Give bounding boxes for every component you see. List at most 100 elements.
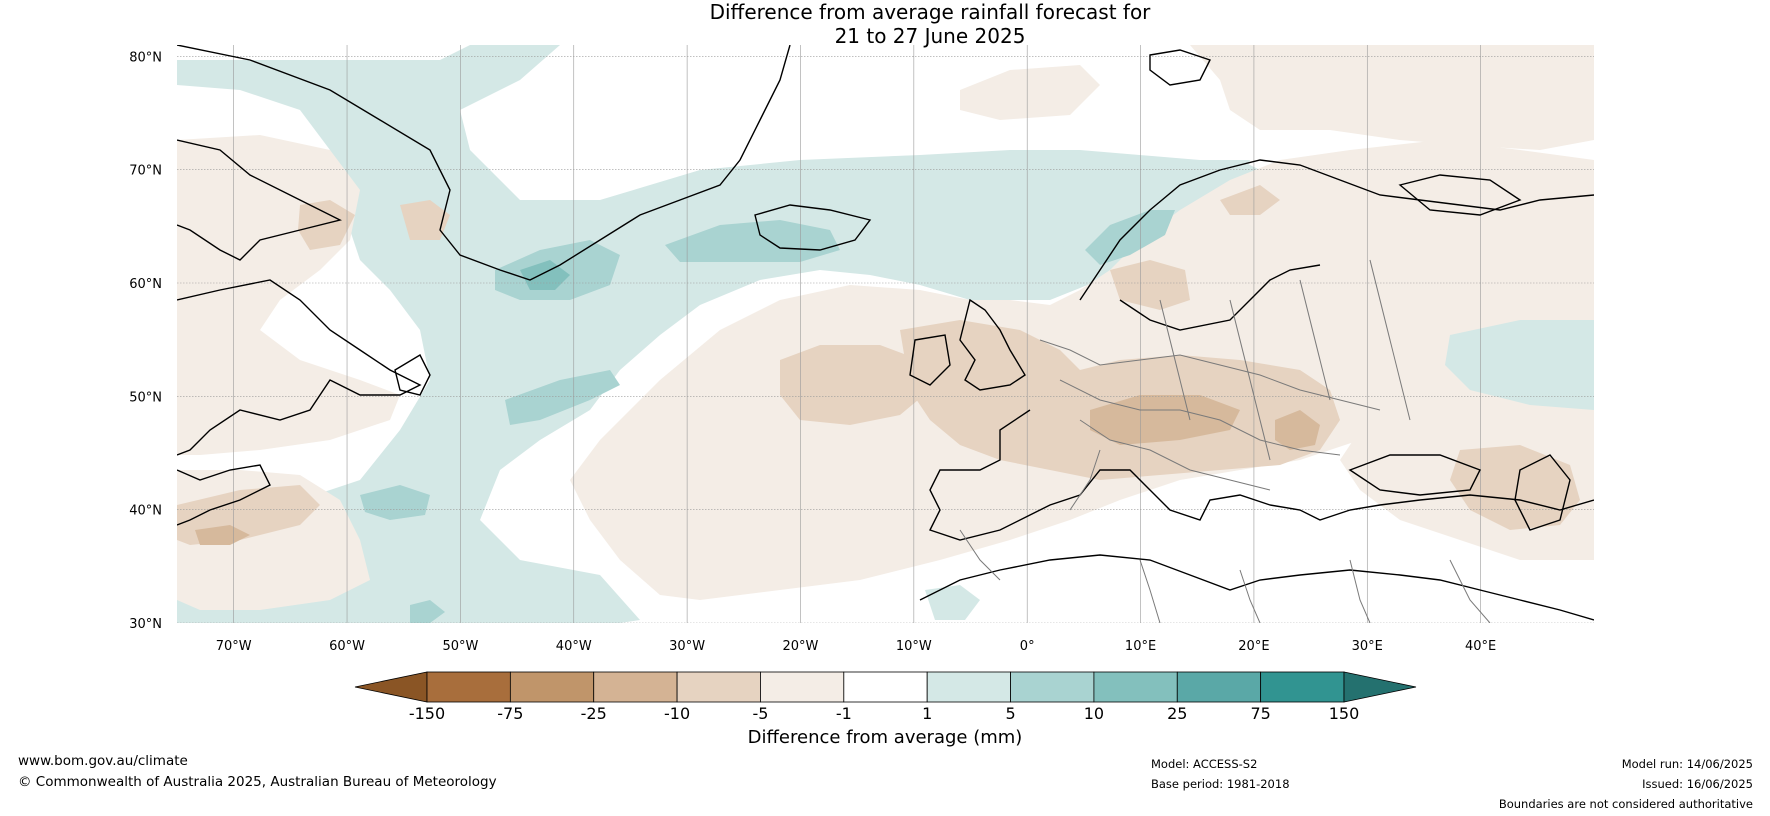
colorbar-segment: [676, 671, 761, 703]
colorbar-tick-label: 10: [1084, 704, 1104, 723]
colorbar-tick-label: -25: [581, 704, 607, 723]
colorbar-segment: [426, 671, 511, 703]
anomaly-teal-mid-nova: [360, 485, 430, 520]
anomaly-teal-mid-norway: [1085, 210, 1175, 265]
colorbar-tick-label: 1: [922, 704, 932, 723]
anomaly-brown-mid-atlantic: [780, 345, 930, 425]
anomaly-teal-light-libya: [925, 585, 980, 620]
disclaimer-text: Boundaries are not considered authoritat…: [1498, 797, 1753, 811]
lat-labels: 30°N 40°N 50°N 60°N 70°N 80°N: [129, 50, 162, 632]
issued-text: Issued: 16/06/2025: [1642, 777, 1753, 791]
coast-greenland: [177, 45, 791, 281]
colorbar-tick-label: -150: [409, 704, 445, 723]
colorbar-extend-low: [354, 671, 428, 703]
lon-label: 0°: [1020, 639, 1035, 654]
lon-label: 40°E: [1465, 639, 1496, 654]
anomaly-teal-mid-sable: [410, 600, 445, 623]
lat-label: 70°N: [129, 164, 162, 179]
coast-labrador: [177, 279, 422, 456]
map-area: [177, 45, 1594, 623]
borders: [959, 259, 1491, 623]
coast-svalbard: [1149, 49, 1211, 86]
lat-label: 30°N: [129, 617, 162, 632]
title-line-1: Difference from average rainfall forecas…: [709, 0, 1151, 24]
lat-label: 80°N: [129, 50, 162, 65]
colorbar-segment: [760, 671, 845, 703]
colorbar-segment: [509, 671, 595, 703]
anomaly-brown-dark-canada-south: [195, 525, 250, 545]
coast-norway: [1079, 159, 1594, 301]
lon-label: 20°W: [783, 639, 819, 654]
colorbar-label: Difference from average (mm): [747, 727, 1023, 748]
anomaly-teal-dark-greenland: [520, 260, 570, 290]
colorbar-tick-label: -75: [497, 704, 523, 723]
anomaly-brown-dark-alps: [1090, 395, 1240, 445]
coast-newfoundland: [394, 354, 431, 396]
model-run-text: Model run: 14/06/2025: [1621, 757, 1753, 771]
anomaly-brown-mid-europe: [900, 320, 1340, 480]
anomaly-fields: [177, 45, 1594, 623]
anomaly-brown-light-arctic: [960, 65, 1100, 120]
coast-iceland: [754, 204, 872, 251]
coastlines: [177, 45, 1594, 621]
colorbar-segment: [593, 671, 678, 703]
lon-label: 50°W: [442, 639, 478, 654]
anomaly-brown-mid-spain: [940, 365, 990, 405]
colorbar-tick-label: 75: [1250, 704, 1270, 723]
lat-label: 40°N: [129, 504, 162, 519]
anomaly-teal-light-caspian: [1445, 320, 1594, 410]
lon-label: 70°W: [216, 639, 252, 654]
colorbar-tick-label: 150: [1329, 704, 1360, 723]
map-title: Difference from average rainfall forecas…: [0, 0, 1770, 48]
coast-kola: [1398, 174, 1522, 216]
lat-label: 50°N: [129, 390, 162, 405]
colorbar-segment: [1260, 671, 1345, 703]
anomaly-brown-mid-canada: [298, 200, 355, 250]
colorbar-tick-label: 5: [1005, 704, 1015, 723]
colorbar-segment: [1093, 671, 1178, 703]
lat-label: 60°N: [129, 277, 162, 292]
base-period-text: Base period: 1981-2018: [1151, 777, 1290, 791]
coast-europe-west: [929, 409, 1594, 541]
lon-label: 30°W: [669, 639, 705, 654]
coast-us-east: [177, 464, 271, 526]
colorbar-segment: [926, 671, 1011, 703]
lon-label: 10°W: [896, 639, 932, 654]
anomaly-brown-light-svalbard: [1190, 45, 1594, 150]
copyright-text: © Commonwealth of Australia 2025, Austra…: [18, 774, 497, 790]
colorbar-tick-label: -10: [664, 704, 690, 723]
model-text: Model: ACCESS-S2: [1151, 757, 1258, 771]
anomaly-teal-mid-iceland: [665, 220, 840, 262]
graticule: [177, 45, 1594, 623]
colorbar-tick-label: -5: [752, 704, 768, 723]
lon-label: 20°E: [1238, 639, 1269, 654]
colorbar-extend-high: [1343, 671, 1417, 703]
colorbar: -150 -75 -25 -10 -5 -1 1 5 10 25 75 150: [354, 671, 1417, 723]
colorbar-segment: [843, 671, 928, 703]
lon-label: 10°E: [1125, 639, 1156, 654]
colorbar-segment: [1010, 671, 1095, 703]
lon-labels: 70°W 60°W 50°W 40°W 30°W 20°W 10°W 0° 10°E 20°E 30…: [216, 639, 1497, 654]
colorbar-tick-label: 25: [1167, 704, 1187, 723]
coast-caspian: [1514, 454, 1571, 531]
anomaly-brown-mid-labrador: [400, 200, 450, 240]
colorbar-segment: [1176, 671, 1262, 703]
title-line-2: 21 to 27 June 2025: [834, 24, 1026, 48]
coast-scandinavia-south: [1119, 264, 1321, 331]
coast-uk: [959, 298, 1026, 391]
coast-black-sea: [1348, 454, 1481, 496]
lon-label: 60°W: [329, 639, 365, 654]
coast-ireland: [909, 334, 951, 386]
anomaly-teal-light: [177, 45, 1250, 623]
website-link[interactable]: www.bom.gov.au/climate: [18, 753, 188, 769]
coast-north-africa: [919, 554, 1594, 621]
anomaly-brown-dark-romania: [1275, 410, 1320, 450]
anomaly-brown-mid-sweden: [1220, 185, 1280, 215]
anomaly-teal-mid-atlantic: [505, 370, 620, 425]
anomaly-brown-mid-caucasus: [1450, 445, 1580, 530]
anomaly-brown-mid-scandinavia: [1110, 260, 1190, 310]
colorbar-tick-label: -1: [836, 704, 852, 723]
coast-canada-north: [177, 139, 343, 261]
lon-label: 40°W: [556, 639, 592, 654]
